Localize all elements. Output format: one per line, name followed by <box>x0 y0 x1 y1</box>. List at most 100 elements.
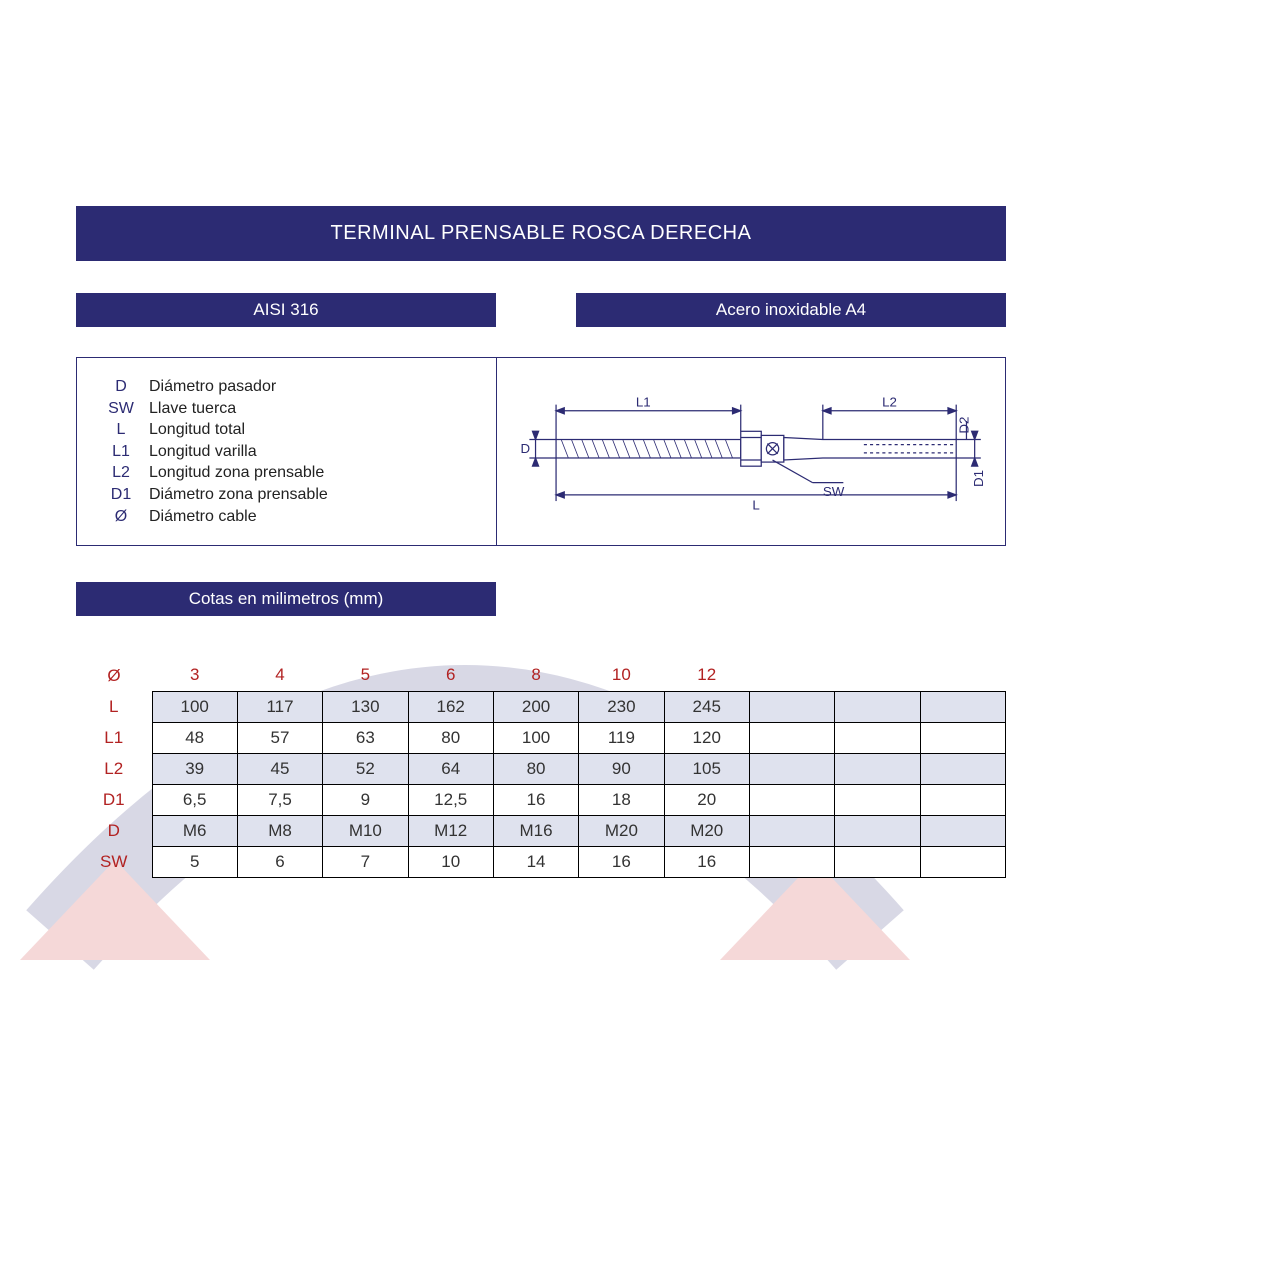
table-cell: 120 <box>664 722 749 753</box>
table-cell: 16 <box>579 846 664 877</box>
table-cell: M8 <box>237 815 322 846</box>
legend-description: Longitud zona prensable <box>149 462 324 484</box>
table-cell: 45 <box>237 753 322 784</box>
table-cell: 14 <box>493 846 578 877</box>
table-cell: 162 <box>408 691 493 722</box>
table-cell: 80 <box>408 722 493 753</box>
table-row-label: D1 <box>76 784 152 815</box>
legend-line: L1Longitud varilla <box>101 441 472 463</box>
table-col-header: 8 <box>493 660 578 691</box>
table-cell: 9 <box>323 784 408 815</box>
units-label: Cotas en milimetros (mm) <box>189 589 384 608</box>
table-cell <box>920 784 1005 815</box>
diagram-label-d: D <box>520 441 530 456</box>
table-row: L100117130162200230245 <box>76 691 1006 722</box>
table-cell: 64 <box>408 753 493 784</box>
table-row: L148576380100119120 <box>76 722 1006 753</box>
legend-description: Diámetro pasador <box>149 376 276 398</box>
table-cell: 100 <box>152 691 237 722</box>
table-col-header <box>749 660 834 691</box>
table-cell <box>835 722 920 753</box>
table-col-header: 3 <box>152 660 237 691</box>
table-row: DM6M8M10M12M16M20M20 <box>76 815 1006 846</box>
table-cell <box>920 722 1005 753</box>
table-cell <box>920 691 1005 722</box>
table-cell: 6,5 <box>152 784 237 815</box>
table-cell: 18 <box>579 784 664 815</box>
dimensions-table: Ø345681012 L100117130162200230245L148576… <box>76 660 1006 878</box>
table-cell: 6 <box>237 846 322 877</box>
legend-symbol: D <box>101 376 149 398</box>
table-cell: 57 <box>237 722 322 753</box>
table-cell <box>835 691 920 722</box>
table-cell: 80 <box>493 753 578 784</box>
table-cell <box>749 753 834 784</box>
table-row: D16,57,5912,5161820 <box>76 784 1006 815</box>
legend-symbol: L1 <box>101 441 149 463</box>
table-cell: 100 <box>493 722 578 753</box>
info-row: DDiámetro pasadorSWLlave tuercaLLongitud… <box>76 357 1006 546</box>
material-left-label: AISI 316 <box>253 300 318 319</box>
table-cell: 90 <box>579 753 664 784</box>
table-cell: M16 <box>493 815 578 846</box>
legend-description: Diámetro zona prensable <box>149 484 328 506</box>
diagram-label-l1: L1 <box>636 394 651 409</box>
legend-description: Diámetro cable <box>149 506 257 528</box>
table-row-label: L <box>76 691 152 722</box>
table-col-header: 5 <box>323 660 408 691</box>
table-cell: 7,5 <box>237 784 322 815</box>
table-cell: M6 <box>152 815 237 846</box>
table-row: SW56710141616 <box>76 846 1006 877</box>
table-cell <box>920 815 1005 846</box>
table-cell: 200 <box>493 691 578 722</box>
table-cell: 5 <box>152 846 237 877</box>
legend-description: Longitud varilla <box>149 441 257 463</box>
page-title: TERMINAL PRENSABLE ROSCA DERECHA <box>331 222 752 244</box>
table-cell: 7 <box>323 846 408 877</box>
table-cell <box>749 815 834 846</box>
datasheet-page: TERMINAL PRENSABLE ROSCA DERECHA AISI 31… <box>76 206 1006 878</box>
legend-symbol: Ø <box>101 506 149 528</box>
table-cell <box>749 784 834 815</box>
diagram-label-sw: SW <box>823 484 845 499</box>
material-right-label: Acero inoxidable A4 <box>716 300 866 319</box>
table-cell: 10 <box>408 846 493 877</box>
table-cell: 130 <box>323 691 408 722</box>
technical-diagram: L1 L2 L <box>497 358 1005 545</box>
material-bars: AISI 316 Acero inoxidable A4 <box>76 293 1006 327</box>
table-cell <box>749 722 834 753</box>
table-col-header: 4 <box>237 660 322 691</box>
table-cell: 48 <box>152 722 237 753</box>
table-row: L2394552648090105 <box>76 753 1006 784</box>
table-cell <box>920 846 1005 877</box>
table-cell <box>920 753 1005 784</box>
table-cell: 20 <box>664 784 749 815</box>
table-corner-header: Ø <box>76 660 152 691</box>
material-left-bar: AISI 316 <box>76 293 496 327</box>
table-col-header: 6 <box>408 660 493 691</box>
table-cell: 245 <box>664 691 749 722</box>
legend-symbol: L2 <box>101 462 149 484</box>
legend-line: LLongitud total <box>101 419 472 441</box>
legend-description: Longitud total <box>149 419 245 441</box>
table-col-header: 10 <box>579 660 664 691</box>
table-cell: 117 <box>237 691 322 722</box>
table-cell: 63 <box>323 722 408 753</box>
table-cell: M12 <box>408 815 493 846</box>
table-cell: M10 <box>323 815 408 846</box>
table-row-label: L1 <box>76 722 152 753</box>
material-right-bar: Acero inoxidable A4 <box>576 293 1006 327</box>
units-bar: Cotas en milimetros (mm) <box>76 582 496 616</box>
legend-box: DDiámetro pasadorSWLlave tuercaLLongitud… <box>77 358 497 545</box>
table-cell <box>835 784 920 815</box>
table-cell: M20 <box>579 815 664 846</box>
table-row-label: L2 <box>76 753 152 784</box>
table-cell: 105 <box>664 753 749 784</box>
table-cell: 230 <box>579 691 664 722</box>
table-cell: 119 <box>579 722 664 753</box>
table-cell: 16 <box>493 784 578 815</box>
legend-symbol: D1 <box>101 484 149 506</box>
diagram-label-l2: L2 <box>882 394 897 409</box>
table-cell: 39 <box>152 753 237 784</box>
table-cell: 16 <box>664 846 749 877</box>
